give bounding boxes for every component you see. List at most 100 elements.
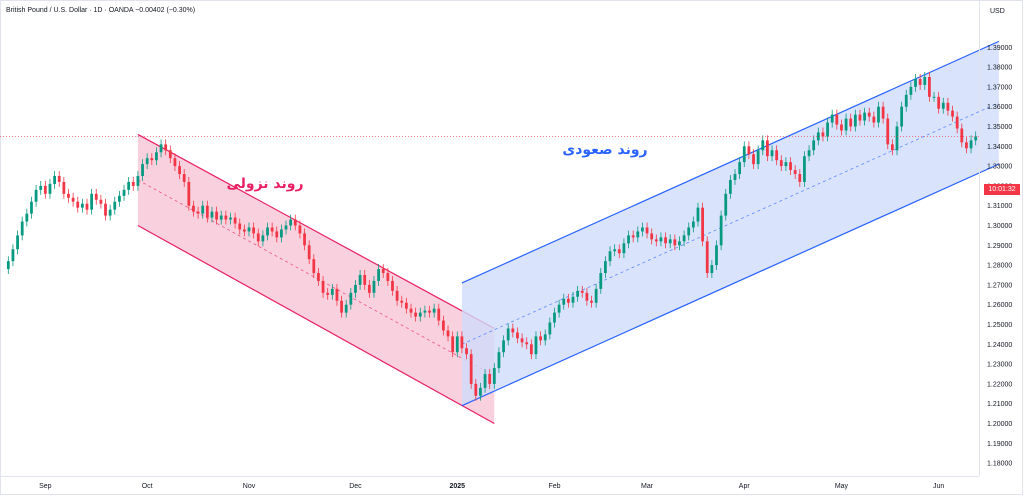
x-tick-label: Mar [641,483,654,490]
candle-body [946,102,950,111]
candle-body [335,288,339,301]
candle-body [344,304,348,313]
candle-body [349,292,353,305]
candle-body [965,142,968,149]
candle-body [451,336,455,353]
candle-body [418,312,422,317]
candle-body [108,209,112,216]
candle-body [617,249,621,254]
candle-body [641,227,644,232]
candle-body [678,241,681,246]
candle-body [39,185,43,190]
x-tick-label: Jun [933,483,944,490]
candle-body [803,156,806,182]
y-tick-label: 1.35000 [987,124,1012,131]
candle-body [747,146,751,155]
candle-body [863,112,866,121]
currency-label[interactable]: USD [990,8,1005,15]
candle-body [469,354,473,384]
candles [0,72,979,401]
candle-body [252,227,256,234]
candle-body [141,164,144,176]
y-tick-label: 1.24000 [987,342,1012,349]
candle-body [705,241,709,274]
candle-body [150,158,154,161]
candle-body [492,368,496,384]
candle-body [354,284,357,293]
y-tick-label: 1.21000 [987,401,1012,408]
downtrend-channel-lower-line[interactable] [137,224,495,425]
x-tick-label: Feb [548,483,560,490]
candle-body [548,322,552,335]
uptrend-channel-upper-line[interactable] [461,40,1000,284]
candle-body [229,217,232,220]
y-tick-label: 1.23000 [987,362,1012,369]
candle-body [261,235,265,242]
candle-body [442,320,445,331]
candle-body [289,219,293,226]
candle-body [775,150,779,161]
candle-body [321,280,325,293]
candle-body [733,174,737,180]
candle-body [483,374,487,388]
candle-body [932,96,936,98]
uptrend-channel-mid-line [461,102,999,345]
candle-body [937,96,941,109]
candle-body [696,207,700,222]
uptrend-channel-lower-line[interactable] [461,163,1000,407]
current-price-badge: 10:01:32 [984,184,1020,195]
candle-body [159,144,163,153]
candle-body [474,383,478,396]
candle-body [330,288,334,295]
candle-body [738,162,742,175]
candle-body [627,235,630,244]
candle-body [428,310,431,313]
candle-body [423,310,427,313]
candle-body [974,136,978,141]
y-tick-label: 1.31000 [987,203,1012,210]
candle-body [488,374,492,384]
candle-body [826,122,829,137]
candle-body [779,160,783,167]
candle-body [830,114,834,123]
y-tick-label: 1.18000 [987,461,1012,468]
candle-body [525,342,529,345]
candle-body [516,332,519,339]
y-tick-label: 1.33000 [987,164,1012,171]
candle-body [201,205,205,214]
candle-body [543,334,547,341]
candle-body [293,219,297,226]
candle-body [715,245,718,266]
candle-body [182,174,186,182]
x-tick-label: 2025 [449,483,465,490]
y-tick-label: 1.36000 [987,104,1012,111]
candle-body [890,144,894,151]
candle-body [340,300,343,313]
y-tick-label: 1.29000 [987,243,1012,250]
candle-body [215,211,218,220]
candle-body [6,261,10,270]
candle-body [761,140,765,151]
candle-body [377,269,380,281]
downtrend-channel-fill [137,134,495,424]
candle-body [710,265,714,274]
candle-body [367,284,371,293]
candle-body [849,118,853,127]
candle-body [566,298,570,303]
x-tick-label: Sep [39,483,52,490]
candle-body [372,280,376,293]
y-tick-label: 1.25000 [987,322,1012,329]
y-tick-label: 1.37000 [987,84,1012,91]
downtrend-channel-upper-line[interactable] [137,133,495,329]
symbol-title[interactable]: British Pound / U.S. Dollar · 1D · OANDA [6,7,134,14]
candle-body [770,150,774,157]
candle-body [275,231,279,238]
trend-channels [137,40,1000,425]
candle-body [224,215,228,220]
candle-body [205,205,209,218]
candle-body [164,144,168,151]
downtrend-label: روند نزولی [226,176,303,192]
